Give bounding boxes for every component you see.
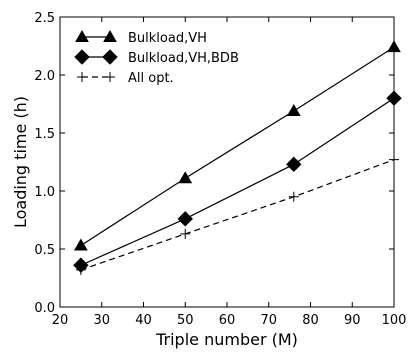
- legend-item: Bulkload,VH: [75, 29, 207, 46]
- legend: Bulkload,VH Bulkload,VH,BDB All opt.: [74, 29, 239, 86]
- y-tick-label: 1.0: [34, 185, 55, 200]
- y-tick-label: 0.5: [34, 243, 55, 258]
- legend-label: Bulkload,VH,BDB: [128, 51, 239, 66]
- series-2: [73, 90, 402, 273]
- series-line: [80, 159, 395, 271]
- legend-item: Bulkload,VH,BDB: [74, 49, 239, 66]
- data-point: [288, 191, 299, 202]
- series-1: [74, 40, 401, 251]
- data-point: [177, 211, 193, 227]
- x-axis: 20 30 40 50 60 70 80 90 100: [52, 17, 407, 328]
- x-tick-label: 20: [52, 313, 69, 328]
- series-3: [75, 154, 399, 275]
- data-point: [178, 171, 193, 184]
- x-tick-label: 50: [177, 313, 194, 328]
- x-tick-label: 40: [135, 313, 152, 328]
- legend-marker: [75, 29, 89, 42]
- x-tick-label: 80: [302, 313, 319, 328]
- series-line: [80, 46, 395, 247]
- legend-marker: [103, 29, 117, 42]
- x-tick-label: 90: [344, 313, 361, 328]
- x-axis-label: Triple number (M): [155, 330, 298, 349]
- legend-marker: [74, 49, 90, 65]
- legend-marker: [77, 72, 87, 82]
- data-point: [75, 264, 86, 275]
- y-axis: 0.0 0.5 1.0 1.5 2.0 2.5: [34, 11, 394, 316]
- legend-item: All opt.: [77, 71, 174, 86]
- series-line: [80, 97, 395, 266]
- y-tick-label: 2.0: [34, 69, 55, 84]
- data-point: [286, 103, 301, 116]
- y-axis-label: Loading time (h): [11, 96, 30, 228]
- x-tick-label: 70: [260, 313, 277, 328]
- data-point: [286, 156, 302, 173]
- y-tick-label: 0.0: [34, 301, 55, 316]
- x-tick-label: 100: [382, 313, 407, 328]
- legend-label: Bulkload,VH: [128, 31, 207, 46]
- legend-label: All opt.: [128, 71, 174, 86]
- x-tick-label: 30: [93, 313, 110, 328]
- x-tick-label: 60: [219, 313, 236, 328]
- data-point: [74, 238, 88, 251]
- y-tick-label: 2.5: [34, 11, 55, 26]
- legend-marker: [102, 49, 118, 65]
- y-tick-label: 1.5: [34, 127, 55, 142]
- data-point: [180, 228, 191, 239]
- legend-marker: [105, 72, 115, 82]
- plot-area: [73, 40, 402, 275]
